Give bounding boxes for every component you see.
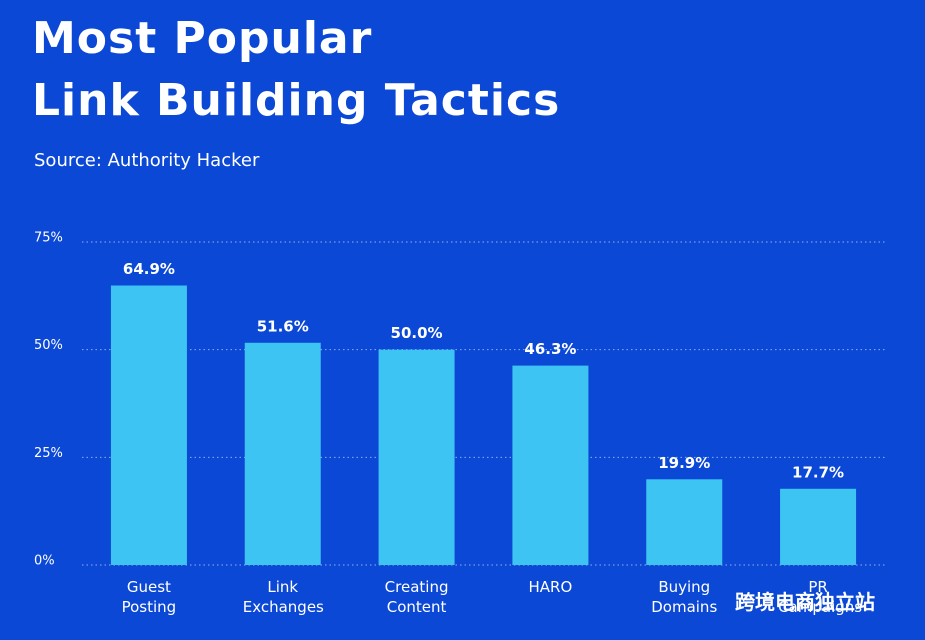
value-label: 50.0%: [391, 324, 443, 342]
subtitle: Source: Authority Hacker: [34, 150, 260, 171]
bar: [244, 342, 321, 565]
value-label: 64.9%: [123, 260, 175, 278]
value-label: 46.3%: [524, 340, 576, 358]
x-tick-label: Creating Content: [384, 578, 449, 616]
y-tick-label: 0%: [34, 554, 55, 569]
x-tick-label: Link Exchanges: [242, 578, 324, 616]
bar: [378, 349, 455, 565]
value-label: 51.6%: [257, 317, 309, 335]
x-tick-label: Guest Posting: [121, 578, 177, 616]
bar: [646, 479, 723, 565]
y-tick-label: 75%: [34, 231, 63, 246]
x-tick-label: Buying Domains: [651, 578, 718, 616]
title-line: Most Popular: [32, 13, 373, 64]
y-tick-label: 50%: [34, 338, 63, 353]
chart-title: Most Popular Link Building Tactics: [32, 8, 560, 132]
y-tick-label: 25%: [34, 446, 63, 461]
title-line: Link Building Tactics: [32, 75, 561, 126]
bar: [110, 285, 187, 565]
bar: [512, 365, 589, 565]
x-tick-label: PR Campaigns: [778, 578, 863, 616]
x-tick-label: HARO: [528, 578, 573, 596]
value-label: 19.9%: [658, 454, 710, 472]
bar: [780, 488, 857, 565]
value-label: 17.7%: [792, 463, 844, 481]
watermark: 跨境电商独立站: [735, 590, 875, 614]
